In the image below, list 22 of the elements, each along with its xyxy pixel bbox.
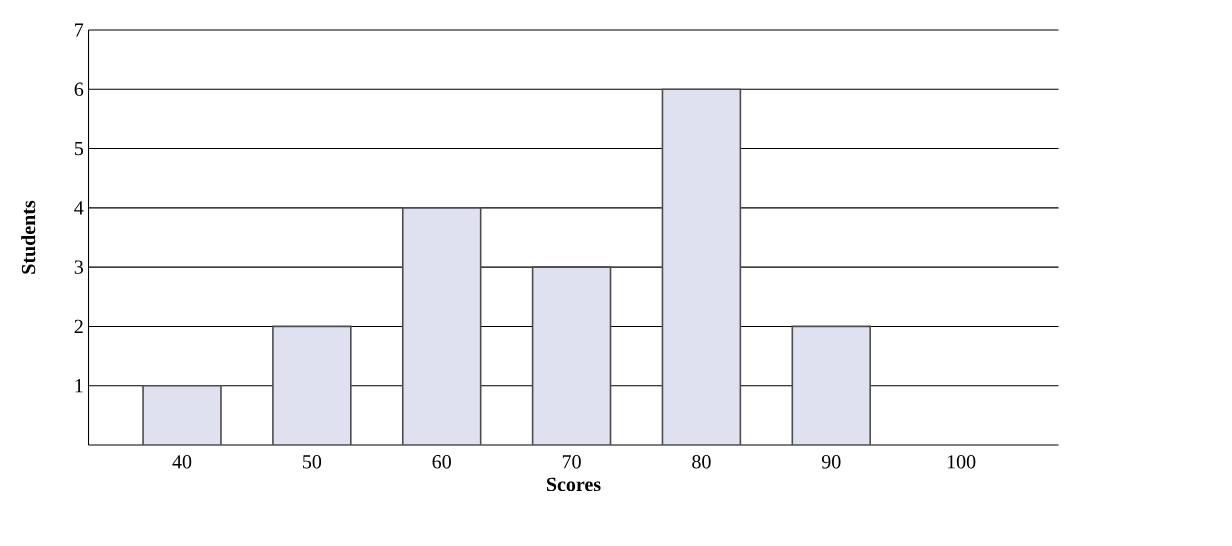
bar <box>661 88 742 445</box>
y-tick-label: 2 <box>74 319 83 334</box>
y-tick-label: 6 <box>74 82 84 96</box>
y-tick-label: 5 <box>74 141 84 156</box>
y-tick-label: 3 <box>74 260 84 274</box>
y-tick-label: 7 <box>75 23 84 37</box>
x-tick-label: 100 <box>947 455 976 469</box>
x-tick-label: 60 <box>432 455 451 469</box>
x-tick-label: 90 <box>821 455 841 469</box>
y-tick-label: 4 <box>74 201 84 215</box>
x-tick-label: 50 <box>303 455 322 469</box>
x-tick-label: 70 <box>562 455 581 469</box>
y-tick-label: 1 <box>75 379 83 393</box>
bar <box>531 266 612 445</box>
y-axis-title: Students <box>21 200 36 274</box>
bar <box>791 325 872 445</box>
bar <box>401 207 482 445</box>
x-tick-label: 40 <box>172 455 192 469</box>
bar <box>142 384 222 445</box>
bar <box>272 325 352 445</box>
x-tick-label: 80 <box>692 455 711 469</box>
x-axis-title: Scores <box>546 477 601 492</box>
